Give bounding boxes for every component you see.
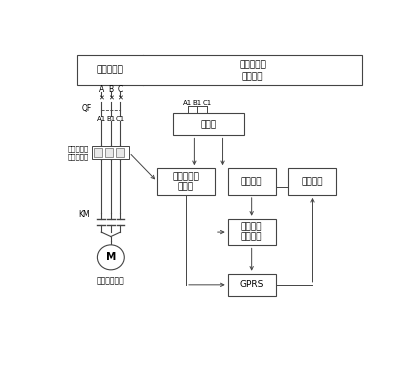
Bar bbox=[228, 274, 276, 296]
Text: C: C bbox=[118, 85, 123, 94]
Text: C1: C1 bbox=[202, 100, 211, 106]
Text: 控制回路: 控制回路 bbox=[242, 72, 263, 81]
Text: B1: B1 bbox=[192, 100, 202, 106]
Bar bbox=[92, 146, 129, 159]
Bar bbox=[288, 168, 337, 195]
Text: 人机界面
电流记录: 人机界面 电流记录 bbox=[241, 222, 262, 242]
Text: B: B bbox=[108, 85, 114, 94]
Text: 电机主回路: 电机主回路 bbox=[97, 66, 123, 74]
Text: 监控系统: 监控系统 bbox=[302, 177, 323, 186]
Bar bbox=[116, 148, 123, 157]
Text: GPRS: GPRS bbox=[240, 280, 264, 290]
Bar bbox=[105, 148, 113, 157]
Bar bbox=[77, 55, 362, 85]
Text: ✕: ✕ bbox=[108, 96, 114, 102]
Text: B1: B1 bbox=[106, 115, 116, 122]
Text: 变压器: 变压器 bbox=[200, 120, 216, 129]
Text: A: A bbox=[99, 85, 104, 94]
Bar bbox=[173, 113, 244, 135]
Text: ✕: ✕ bbox=[118, 96, 123, 102]
Text: A1: A1 bbox=[183, 100, 192, 106]
Text: QF: QF bbox=[82, 104, 92, 113]
Bar bbox=[157, 168, 215, 195]
Bar bbox=[228, 168, 276, 195]
Text: 智能电动机
控制器: 智能电动机 控制器 bbox=[173, 172, 199, 191]
Text: 高电压等级
电流互感器: 高电压等级 电流互感器 bbox=[67, 145, 88, 159]
Text: ✕: ✕ bbox=[98, 96, 104, 102]
Text: 控制变压器: 控制变压器 bbox=[239, 61, 266, 69]
Text: M: M bbox=[106, 252, 116, 262]
Circle shape bbox=[97, 245, 124, 270]
Text: C1: C1 bbox=[116, 115, 125, 122]
Text: 潜油电泵电机: 潜油电泵电机 bbox=[97, 276, 125, 285]
Text: 开关电源: 开关电源 bbox=[241, 177, 262, 186]
Bar bbox=[94, 148, 102, 157]
Text: KM: KM bbox=[78, 210, 89, 219]
Bar bbox=[228, 219, 276, 245]
Text: A1: A1 bbox=[97, 115, 106, 122]
